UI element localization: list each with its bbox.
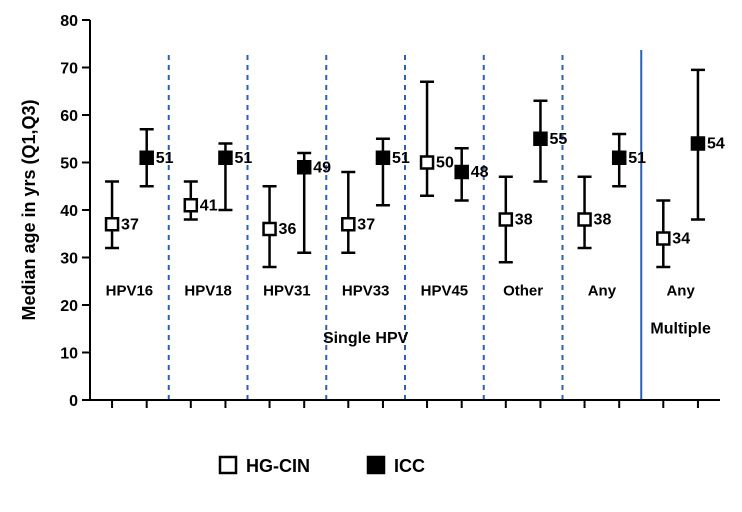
category-label: HPV33	[342, 283, 390, 300]
value-label: 36	[279, 221, 297, 238]
y-tick-label: 10	[60, 346, 78, 363]
category-label: HPV45	[421, 283, 469, 300]
hg_cin-marker	[342, 218, 354, 230]
y-tick-label: 50	[60, 156, 78, 173]
hg_cin-marker	[185, 199, 197, 211]
legend-label: ICC	[394, 456, 425, 476]
y-tick-label: 20	[60, 298, 78, 315]
hg_cin-marker	[421, 157, 433, 169]
legend-marker-hg_cin	[220, 457, 236, 473]
value-label: 41	[200, 197, 218, 214]
hg_cin-marker	[579, 214, 591, 226]
icc-marker	[141, 152, 153, 164]
value-label: 50	[436, 155, 454, 172]
category-label: Other	[503, 283, 543, 300]
value-label: 54	[707, 136, 725, 153]
category-label: Any	[666, 283, 695, 300]
value-label: 49	[313, 159, 331, 176]
value-label: 51	[392, 150, 410, 167]
y-tick-label: 0	[69, 393, 78, 410]
legend-marker-icc	[368, 457, 384, 473]
value-label: 51	[156, 150, 174, 167]
hg_cin-marker	[264, 223, 276, 235]
y-axis-title: Median age in yrs (Q1,Q3)	[19, 99, 39, 320]
y-tick-label: 40	[60, 203, 78, 220]
section-label-single: Single HPV	[323, 330, 409, 347]
icc-marker	[377, 152, 389, 164]
category-label: HPV31	[263, 283, 311, 300]
y-tick-label: 30	[60, 251, 78, 268]
section-label-multiple: Multiple	[650, 321, 711, 338]
icc-marker	[219, 152, 231, 164]
y-tick-label: 80	[60, 13, 78, 30]
hg_cin-marker	[500, 214, 512, 226]
value-label: 37	[357, 216, 375, 233]
value-label: 55	[549, 131, 567, 148]
category-label: HPV18	[184, 283, 232, 300]
value-label: 51	[628, 150, 646, 167]
value-label: 34	[672, 231, 690, 248]
category-label: HPV16	[106, 283, 154, 300]
chart-container: 0 10 20 30 40 50 60 70 80 HPV16 HPV18 HPV31 HPV33 HPV…	[0, 0, 742, 512]
y-tick-label: 70	[60, 61, 78, 78]
icc-marker	[298, 161, 310, 173]
y-tick-label: 60	[60, 108, 78, 125]
category-label: Any	[588, 283, 617, 300]
value-label: 38	[594, 212, 612, 229]
value-label: 51	[234, 150, 252, 167]
chart-svg: 0 10 20 30 40 50 60 70 80 HPV16 HPV18 HPV31 HPV33 HPV…	[0, 0, 742, 512]
icc-marker	[613, 152, 625, 164]
legend-label: HG-CIN	[246, 456, 310, 476]
value-label: 48	[471, 164, 489, 181]
value-label: 38	[515, 212, 533, 229]
value-label: 37	[121, 216, 139, 233]
icc-marker	[534, 133, 546, 145]
icc-marker	[456, 166, 468, 178]
hg_cin-marker	[657, 233, 669, 245]
hg_cin-marker	[106, 218, 118, 230]
icc-marker	[692, 138, 704, 150]
